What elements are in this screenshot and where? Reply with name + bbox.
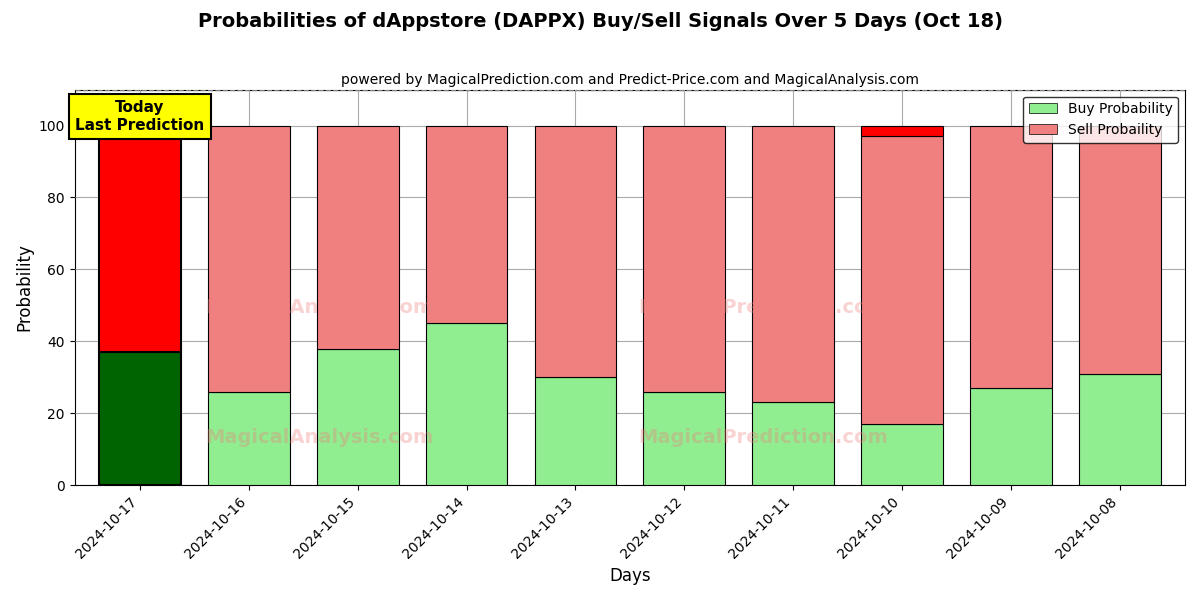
Text: MagicalPrediction.com: MagicalPrediction.com	[638, 428, 888, 447]
Title: powered by MagicalPrediction.com and Predict-Price.com and MagicalAnalysis.com: powered by MagicalPrediction.com and Pre…	[341, 73, 919, 87]
Bar	[862, 125, 943, 136]
Text: Probabilities of dAppstore (DAPPX) Buy/Sell Signals Over 5 Days (Oct 18): Probabilities of dAppstore (DAPPX) Buy/S…	[198, 12, 1002, 31]
X-axis label: Days: Days	[610, 567, 650, 585]
Legend: Buy Probability, Sell Probaility: Buy Probability, Sell Probaility	[1024, 97, 1178, 143]
Bar	[752, 403, 834, 485]
Bar	[752, 125, 834, 403]
Bar	[1079, 374, 1160, 485]
Text: Today
Last Prediction: Today Last Prediction	[76, 100, 204, 133]
Bar	[534, 125, 617, 377]
Bar	[643, 392, 725, 485]
Bar	[1079, 125, 1160, 374]
Bar	[970, 125, 1051, 388]
Bar	[862, 424, 943, 485]
Bar	[317, 125, 398, 349]
Bar	[862, 136, 943, 424]
Text: MagicalAnalysis.com: MagicalAnalysis.com	[205, 428, 433, 447]
Bar	[643, 125, 725, 392]
Bar	[426, 125, 508, 323]
Bar	[208, 125, 289, 392]
Bar	[970, 388, 1051, 485]
Text: MagicalAnalysis.com: MagicalAnalysis.com	[205, 298, 433, 317]
Y-axis label: Probability: Probability	[16, 244, 34, 331]
Bar	[426, 323, 508, 485]
Bar	[100, 125, 181, 352]
Text: MagicalPrediction.com: MagicalPrediction.com	[638, 298, 888, 317]
Bar	[208, 392, 289, 485]
Bar	[317, 349, 398, 485]
Bar	[100, 352, 181, 485]
Bar	[534, 377, 617, 485]
